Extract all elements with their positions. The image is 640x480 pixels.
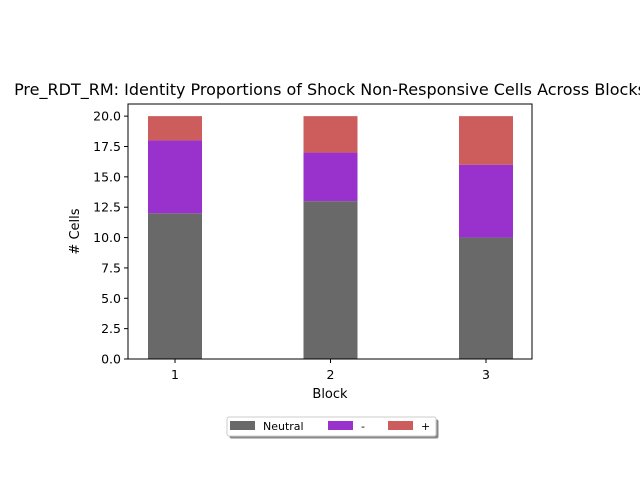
x-tick-label: 2	[327, 367, 335, 382]
legend-swatch	[230, 421, 255, 430]
x-tick-label: 1	[171, 367, 179, 382]
legend: Neutral - +	[226, 416, 439, 439]
x-axis: 1 2 3	[171, 359, 490, 382]
y-axis: 0.0 2.5 5.0 7.5 10.0 12.5 15.0 17.5 20.0	[93, 109, 128, 367]
bar-block3-series2	[459, 116, 513, 165]
legend-swatch	[388, 421, 413, 430]
y-tick-label: 12.5	[93, 200, 121, 215]
y-tick-label: 7.5	[101, 260, 121, 275]
legend-label: Neutral	[263, 420, 304, 433]
bar-block3-series0	[459, 237, 513, 359]
y-tick-label: 5.0	[101, 291, 121, 306]
legend-swatch	[328, 421, 353, 430]
x-tick-label: 3	[482, 367, 490, 382]
y-axis-title: # Cells	[68, 208, 83, 254]
legend-label: +	[421, 420, 430, 433]
bars	[148, 116, 513, 359]
chart-title: Pre_RDT_RM: Identity Proportions of Shoc…	[14, 80, 640, 100]
x-axis-title: Block	[312, 387, 348, 402]
y-tick-label: 2.5	[101, 321, 121, 336]
y-tick-label: 15.0	[93, 169, 121, 184]
bar-block2-series1	[303, 152, 358, 202]
y-tick-label: 17.5	[93, 139, 121, 154]
bar-block1-series2	[148, 116, 202, 141]
bar-block1-series1	[148, 140, 202, 214]
y-tick-label: 0.0	[101, 352, 121, 367]
bar-block1-series0	[148, 213, 202, 359]
bar-block3-series1	[459, 164, 513, 238]
y-tick-label: 20.0	[93, 109, 121, 124]
legend-label: -	[361, 420, 365, 433]
bar-block2-series2	[303, 116, 358, 153]
bar-block2-series0	[303, 201, 358, 359]
y-tick-label: 10.0	[93, 230, 121, 245]
